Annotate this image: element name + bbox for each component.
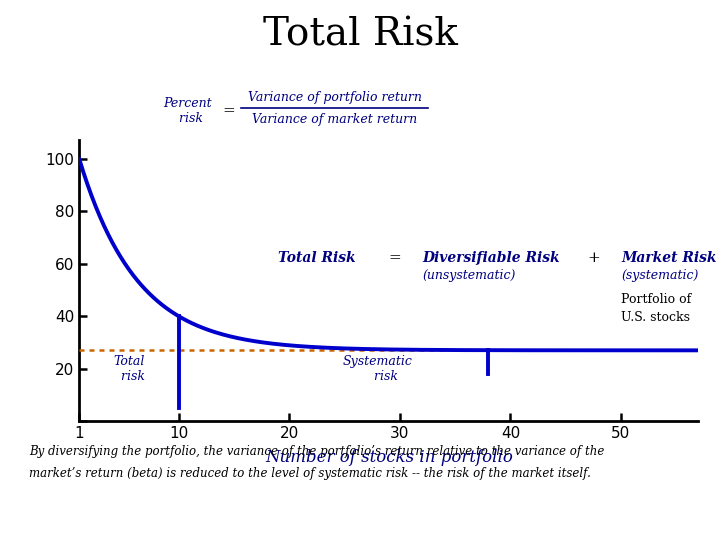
Text: Total
  risk: Total risk — [113, 355, 145, 383]
Text: Total Risk: Total Risk — [263, 16, 457, 53]
Text: Variance of market return: Variance of market return — [252, 113, 418, 126]
Text: Systematic
    risk: Systematic risk — [343, 355, 413, 383]
Text: +: + — [587, 252, 600, 266]
Text: =: = — [222, 104, 235, 118]
Text: Percent
  risk: Percent risk — [163, 97, 212, 125]
Text: Diversifiable Risk: Diversifiable Risk — [422, 252, 559, 266]
Text: market’s return (beta) is reduced to the level of systematic risk -- the risk of: market’s return (beta) is reduced to the… — [29, 467, 590, 480]
Text: (systematic): (systematic) — [621, 269, 698, 282]
Text: Total Risk: Total Risk — [278, 252, 356, 266]
Text: By diversifying the portfolio, the variance of the portfolio’s return relative t: By diversifying the portfolio, the varia… — [29, 446, 604, 458]
Text: Variance of portfolio return: Variance of portfolio return — [248, 91, 422, 104]
Text: Portfolio of
U.S. stocks: Portfolio of U.S. stocks — [621, 293, 691, 324]
X-axis label: Number of stocks in portfolio: Number of stocks in portfolio — [265, 449, 513, 467]
Text: Market Risk: Market Risk — [621, 252, 716, 266]
Text: (unsystematic): (unsystematic) — [422, 269, 516, 282]
Text: =: = — [388, 252, 401, 266]
